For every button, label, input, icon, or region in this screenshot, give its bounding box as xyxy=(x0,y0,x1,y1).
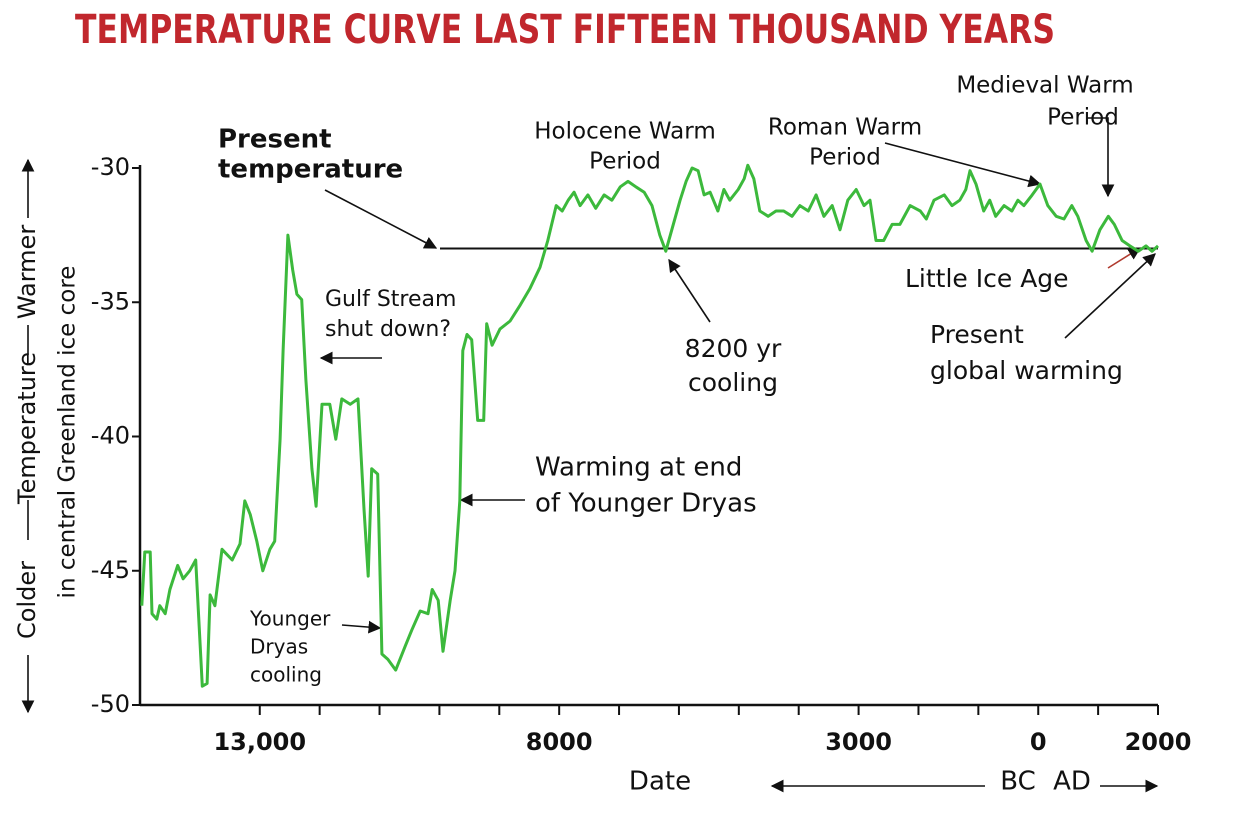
arrow xyxy=(341,620,382,634)
arrow xyxy=(884,142,1042,188)
arrow xyxy=(1086,117,1115,198)
x-tick-label: 2000 xyxy=(1125,728,1192,756)
y-tick-label: -30 xyxy=(91,153,130,181)
arrow xyxy=(324,189,438,249)
x-label: Date xyxy=(629,767,691,797)
y-tick-label: -40 xyxy=(91,422,130,450)
annotation: Period xyxy=(1047,105,1119,131)
y-tick-label: -45 xyxy=(91,556,130,584)
annotation: Roman Warm xyxy=(768,115,922,141)
annotation: Younger xyxy=(249,607,331,631)
x-tick-label: 3000 xyxy=(825,728,892,756)
temperature-line xyxy=(140,163,1159,688)
x-tick-label: 0 xyxy=(1030,728,1047,756)
arrow xyxy=(1064,253,1156,339)
era-label: BC xyxy=(1000,767,1036,797)
annotation: Period xyxy=(809,145,881,171)
annotation: Present xyxy=(930,320,1024,349)
annotation: Dryas xyxy=(250,635,308,659)
annotation: Present xyxy=(218,125,332,155)
annotation: Medieval Warm xyxy=(956,73,1133,99)
annotation: Period xyxy=(589,149,661,175)
era-label: AD xyxy=(1053,767,1091,797)
chart-title: TEMPERATURE CURVE LAST FIFTEEN THOUSAND … xyxy=(75,7,1055,53)
annotation: global warming xyxy=(930,356,1123,385)
arrow xyxy=(668,258,711,323)
y-label-colder: Colder xyxy=(13,561,41,639)
annotation: Holocene Warm xyxy=(534,119,715,145)
x-tick-label: 13,000 xyxy=(213,728,306,756)
annotation: shut down? xyxy=(325,317,451,342)
y-label-sub: in central Greenland ice core xyxy=(55,266,81,599)
y-label-warmer: Warmer xyxy=(13,225,41,319)
annotation: Little Ice Age xyxy=(905,264,1069,293)
y-label: Temperature xyxy=(13,352,41,505)
annotation: Gulf Stream xyxy=(325,287,456,312)
arrow xyxy=(1107,247,1142,269)
annotation: temperature xyxy=(218,155,403,185)
annotation: Warming at end xyxy=(535,453,742,483)
annotation: of Younger Dryas xyxy=(535,489,757,519)
annotation: cooling xyxy=(688,368,778,397)
annotation: 8200 yr xyxy=(685,334,782,363)
annotation: cooling xyxy=(250,663,322,687)
annotation-arrows xyxy=(21,117,1159,793)
y-tick-label: -50 xyxy=(91,690,130,718)
y-tick-label: -35 xyxy=(91,287,130,315)
x-tick-label: 8000 xyxy=(526,728,593,756)
